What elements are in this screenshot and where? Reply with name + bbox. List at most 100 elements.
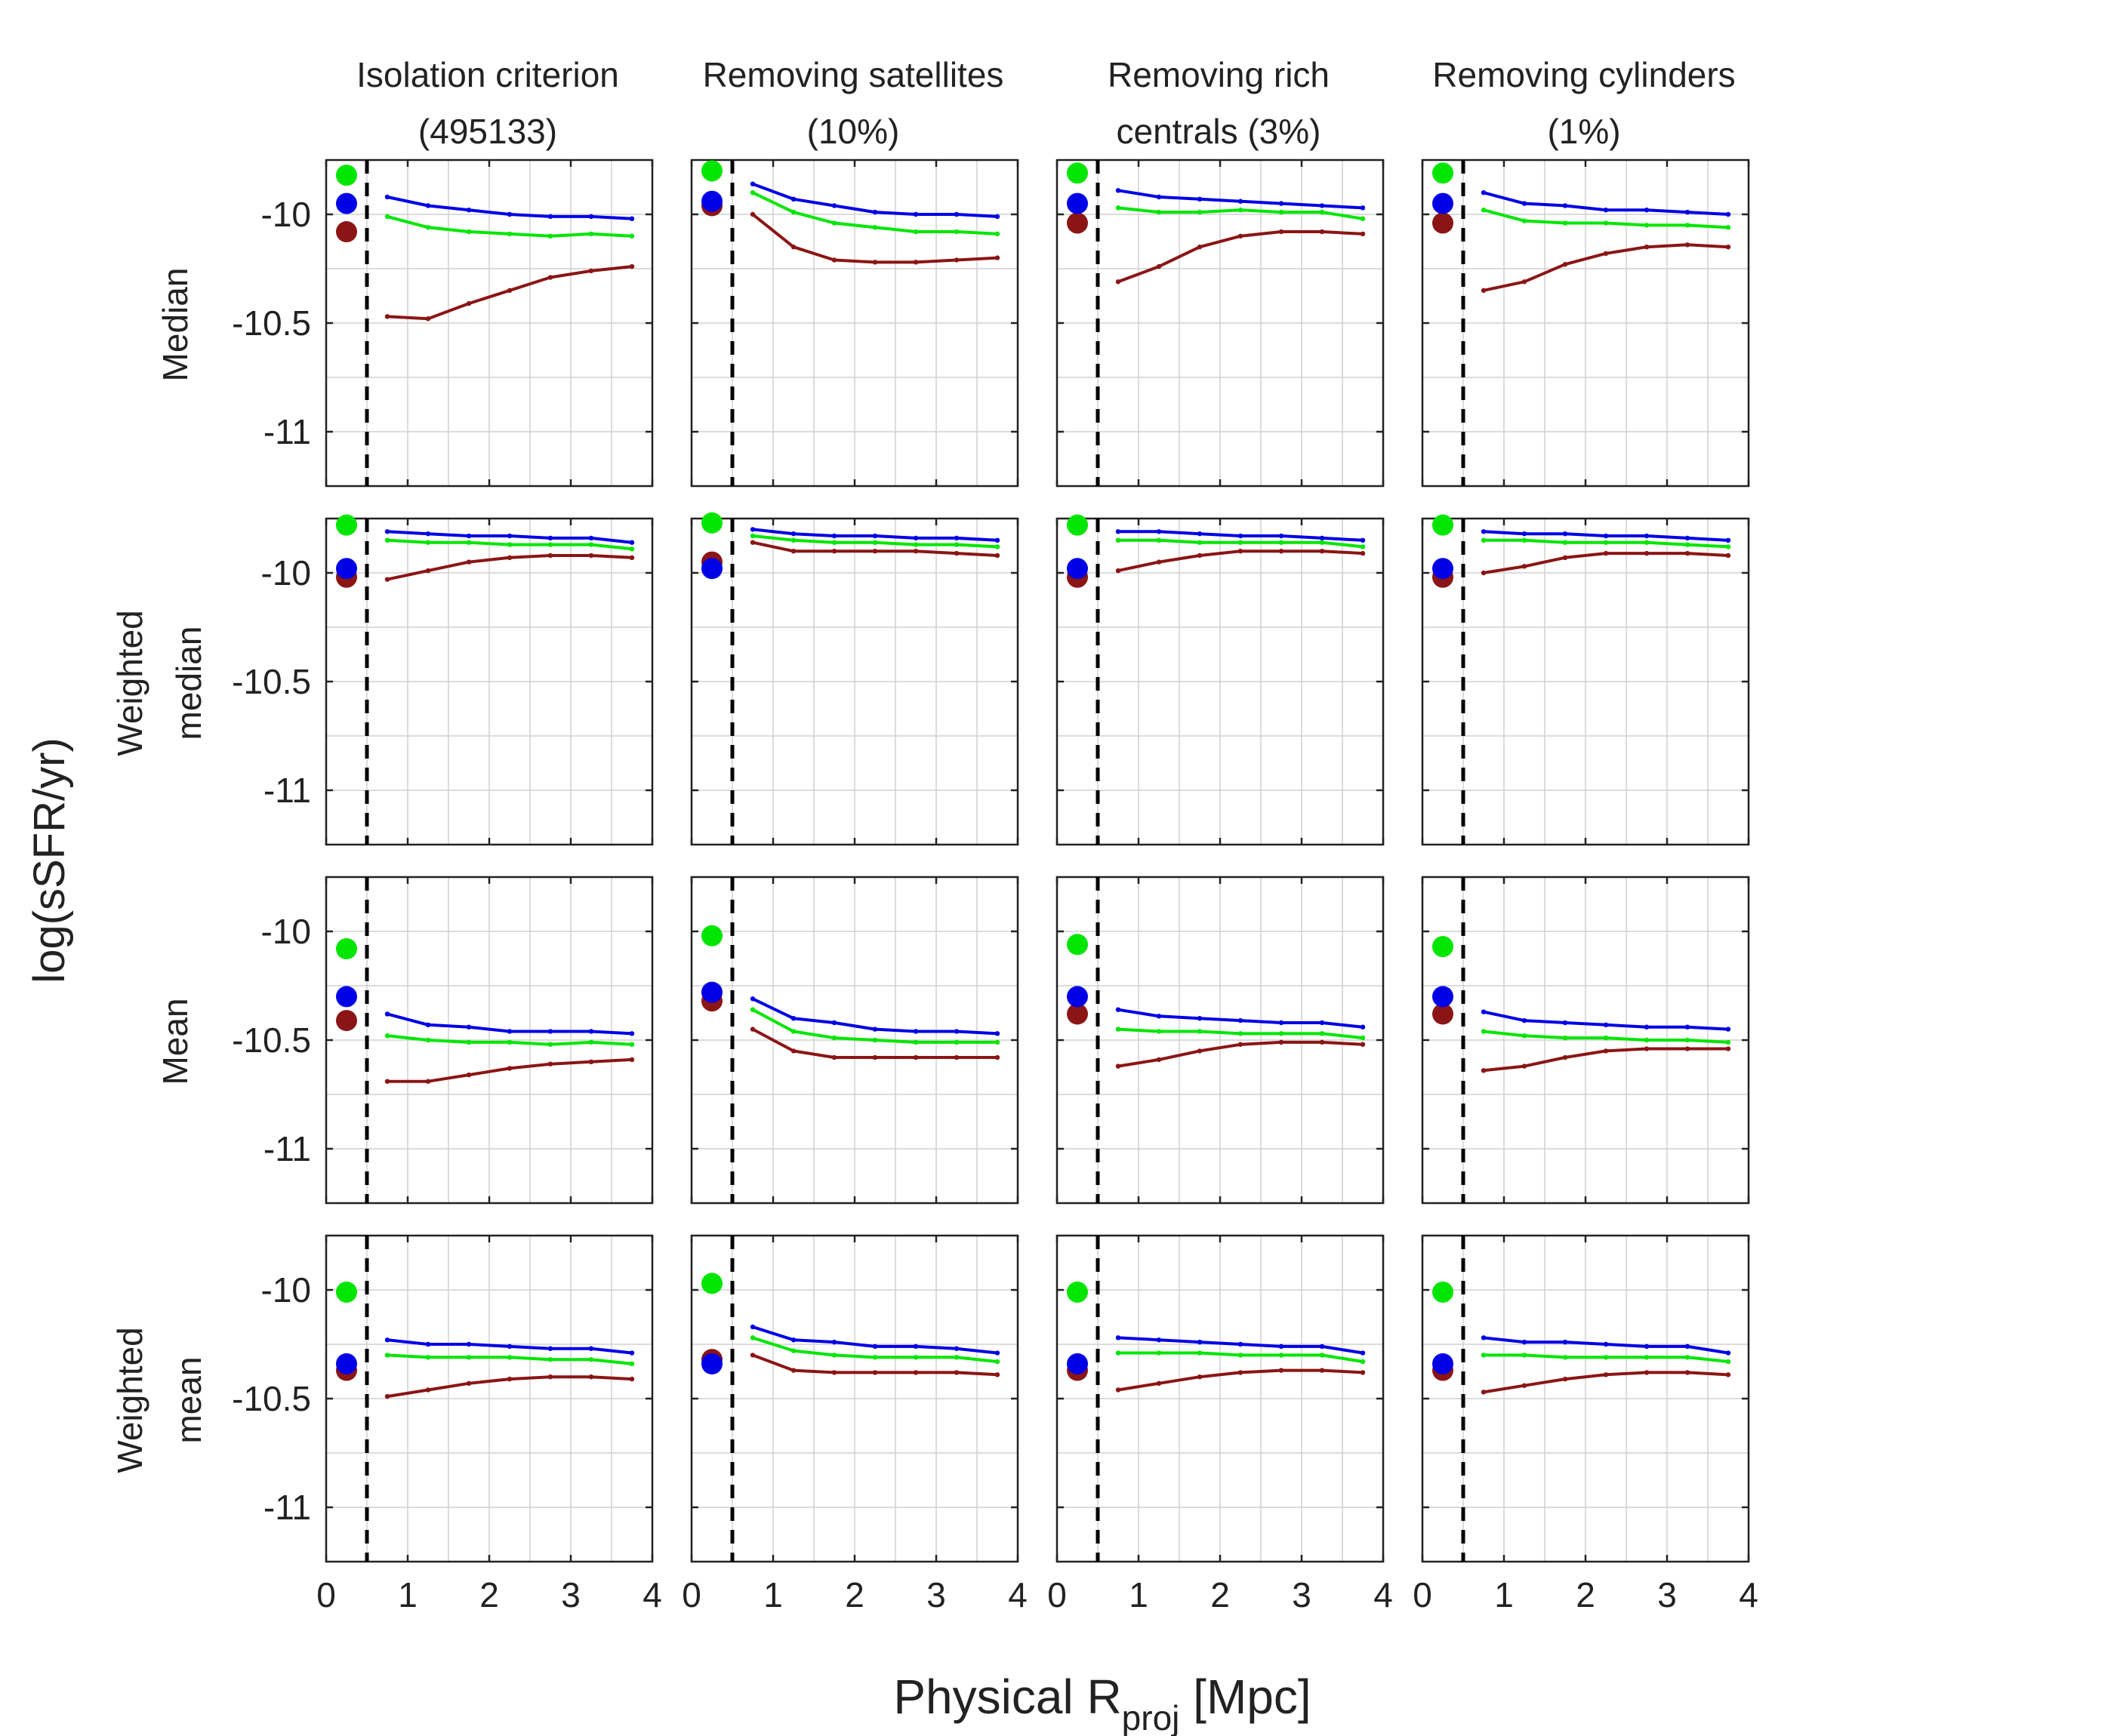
panel-r1-c3-series-green-marker — [1156, 209, 1162, 215]
panel-r3-c3-series-red-marker — [1278, 1039, 1284, 1045]
panel-r1-c2-series-green-marker — [913, 229, 919, 235]
panel-r2-c1-point-blue — [336, 558, 357, 580]
panel-r1-c1-series-green-marker — [466, 229, 472, 235]
panel-r2-c3-series-red-marker — [1115, 568, 1121, 574]
panel-r3-c1-ytick-label: -10 — [261, 912, 311, 951]
panel-r3-c3-series-green-marker — [1360, 1035, 1366, 1041]
panel-r2-c4-series-blue-marker — [1521, 531, 1527, 537]
y-axis-label: log(sSFR/yr) — [25, 737, 74, 983]
panel-r1-c3-series-blue-marker — [1197, 196, 1203, 202]
panel-r3-c1-point-red — [336, 1010, 357, 1032]
panel-r1-c2-series-green-marker — [954, 229, 960, 235]
panel-r4-c3-point-blue — [1067, 1353, 1088, 1374]
panel-r4-c4-series-red-marker — [1725, 1372, 1731, 1377]
panel-r2-c2-point-green — [701, 512, 723, 534]
panel-r4-c4: 0 1 2 3 4 — [1413, 1234, 1758, 1614]
panel-r4-c4-series-blue-marker — [1562, 1339, 1568, 1345]
panel-r1-c3-series-green-marker — [1319, 209, 1325, 215]
panel-r1-c4-series-blue-marker — [1725, 211, 1731, 217]
panel-r4-c2-series-green-marker — [872, 1355, 878, 1360]
panel-r2-c4 — [1421, 514, 1750, 846]
panel-r4-c2-point-green — [701, 1273, 723, 1294]
panel-r2-c3 — [1055, 514, 1385, 846]
row-labels: Median Weighted median Mean Weighted mea… — [110, 268, 208, 1473]
panel-r1-c2-series-green-marker — [872, 225, 878, 230]
column-title-2-line2: (10%) — [807, 112, 900, 151]
panel-r2-c1-series-red-marker — [629, 555, 635, 561]
panel-r3-c1-point-green — [336, 938, 357, 960]
panel-r1-c2-series-red-marker — [790, 245, 797, 250]
panel-r4-c3-grid — [1056, 1235, 1384, 1562]
panel-r4-c4-series-green-marker — [1603, 1355, 1609, 1360]
panel-r4-c3: 0 1 2 3 4 — [1047, 1234, 1393, 1614]
panel-r4-c2-series-red-marker — [994, 1372, 1000, 1377]
panel-r4-c1-series-green-marker — [547, 1356, 553, 1362]
panel-r4-c3-series-red-marker — [1156, 1380, 1162, 1387]
panel-r3-c1-series-red-marker — [466, 1072, 472, 1078]
panel-r2-c1-series-green-marker — [466, 540, 472, 545]
panel-r2-c2 — [690, 512, 1019, 846]
panel-r4-c3-xtick-label: 0 — [1047, 1575, 1067, 1614]
panel-r2-c1-grid — [325, 518, 653, 845]
panel-r2-c2-series-green-marker — [913, 542, 919, 547]
panel-r4-c3-series-red-marker — [1360, 1370, 1366, 1375]
panel-r1-c1-series-green-marker — [507, 231, 513, 237]
panel-r1-c1-series-blue-marker — [466, 208, 472, 213]
panel-r3-c2 — [690, 876, 1019, 1205]
panel-r2-c3-series-red — [1117, 549, 1364, 573]
panel-r3-c3-point-blue — [1067, 986, 1088, 1008]
panel-r2-c2-grid — [691, 518, 1018, 845]
panel-r1-c3-point-green — [1067, 162, 1088, 184]
panel-r1-c3-series-red-marker — [1278, 229, 1284, 235]
panel-r3-c1-grid — [325, 876, 653, 1204]
panel-r3-c1-series-green-marker — [466, 1039, 472, 1045]
panel-r2-c1-series-green-marker — [588, 542, 594, 547]
panel-r3-c4-series-blue-marker — [1481, 1009, 1487, 1014]
panel-r3-c1-series-blue-marker — [629, 1031, 635, 1036]
panel-r2-c2-point-blue — [701, 558, 723, 580]
panel-r4-c4-series-red-marker — [1481, 1390, 1487, 1395]
panel-r3-c2-series-red-marker — [913, 1054, 919, 1060]
panel-r1-c2-series-red — [751, 213, 998, 264]
panel-r3-c2-series-red-marker — [994, 1054, 1000, 1060]
panel-r4-c4-xtick-label: 1 — [1494, 1575, 1514, 1614]
panel-r2-c1-series-green-marker — [629, 546, 635, 552]
panel-r1-c2-series-blue-marker — [994, 214, 1000, 220]
panel-r3-c4 — [1421, 876, 1750, 1205]
panel-r1-c3-series-red-marker — [1156, 263, 1162, 269]
panel-r1-c4-series-blue-marker — [1521, 201, 1527, 206]
panel-r1-c1-series-red-marker — [466, 300, 472, 306]
panel-r3-c2-series-green-marker — [750, 1007, 756, 1012]
panel-r2-c3-series-blue-marker — [1237, 533, 1243, 539]
panel-r2-c3-series-red-marker — [1278, 549, 1284, 554]
panel-r1-c4-point-green — [1432, 162, 1453, 184]
panel-r3-c1-series-green-marker — [629, 1042, 635, 1047]
panel-r4-c1-xtick-label: 2 — [479, 1575, 499, 1614]
panel-r2-c3-point-blue — [1067, 558, 1088, 580]
panel-r3-c1-series-red-marker — [384, 1079, 390, 1084]
panel-r4-c4-point-blue — [1432, 1353, 1453, 1374]
panel-r2-c4-series-red-marker — [1481, 570, 1487, 576]
panel-r4-c4-xtick-label: 2 — [1576, 1575, 1595, 1614]
panel-r3-c2-series-blue-marker — [750, 996, 756, 1002]
panel-r3-c1-series-green-marker — [384, 1033, 390, 1039]
panel-r4-c1-series-green-marker — [629, 1361, 635, 1367]
panel-r3-c4-series-green-marker — [1644, 1037, 1650, 1043]
panel-r4-c1-series-green-marker — [384, 1353, 390, 1358]
panel-r4-c4-series-blue-marker — [1603, 1341, 1609, 1347]
panel-r1-c1-series-green-marker — [588, 231, 594, 237]
panel-r3-c4-series-green-marker — [1481, 1029, 1487, 1034]
panel-r2-c3-series-green-marker — [1278, 540, 1284, 545]
panel-r4-c2-series-blue-marker — [872, 1344, 878, 1350]
panel-r1-c4-series-red-marker — [1521, 279, 1527, 285]
panel-r4-c2-series-red-marker — [872, 1370, 878, 1375]
x-axis-label: Physical Rproj [Mpc] — [893, 1670, 1311, 1736]
panel-r3-c1-series-green-marker — [588, 1039, 594, 1045]
panel-r1-c3-series-blue-marker — [1319, 203, 1325, 208]
panel-r2-c3-point-green — [1067, 514, 1088, 536]
panel-r4-c3-series-blue-marker — [1319, 1344, 1325, 1350]
panel-r4-c1-series-green-marker — [466, 1355, 472, 1360]
panel-r4-c4-xtick-label: 0 — [1413, 1575, 1432, 1614]
panel-r4-c1-series-blue-marker — [588, 1346, 594, 1351]
panel-r4-c2-series-red-marker — [954, 1370, 960, 1375]
